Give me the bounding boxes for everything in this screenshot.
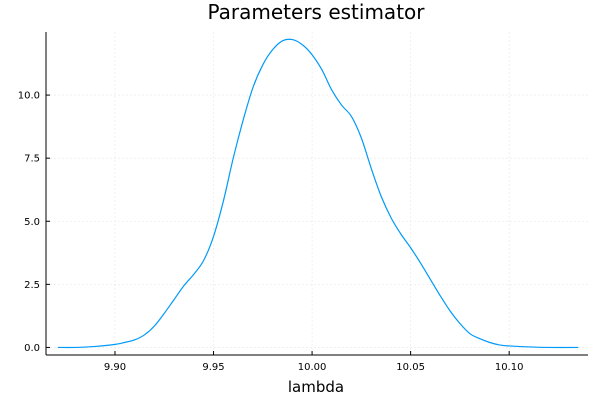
y-tick-label: 5.0 bbox=[24, 217, 40, 228]
x-tick-label: 10.05 bbox=[396, 362, 425, 373]
x-tick-label: 10.00 bbox=[298, 362, 327, 373]
chart-title: Parameters estimator bbox=[208, 0, 426, 24]
grid bbox=[46, 32, 588, 355]
x-tick-label: 9.90 bbox=[104, 362, 126, 373]
x-axis-ticks: 9.90 9.95 10.00 10.05 10.10 bbox=[104, 351, 524, 373]
series-group bbox=[57, 38, 579, 349]
y-tick-label: 10.0 bbox=[18, 91, 40, 102]
y-tick-label: 0.0 bbox=[24, 343, 40, 354]
x-tick-label: 9.95 bbox=[202, 362, 224, 373]
x-tick-label: 10.10 bbox=[495, 362, 524, 373]
density-line bbox=[57, 38, 579, 349]
x-axis-label: lambda bbox=[288, 378, 344, 396]
y-axis-ticks: 0.0 2.5 5.0 7.5 10.0 bbox=[18, 91, 50, 354]
y-tick-label: 2.5 bbox=[24, 280, 40, 291]
y-tick-label: 7.5 bbox=[24, 154, 40, 165]
